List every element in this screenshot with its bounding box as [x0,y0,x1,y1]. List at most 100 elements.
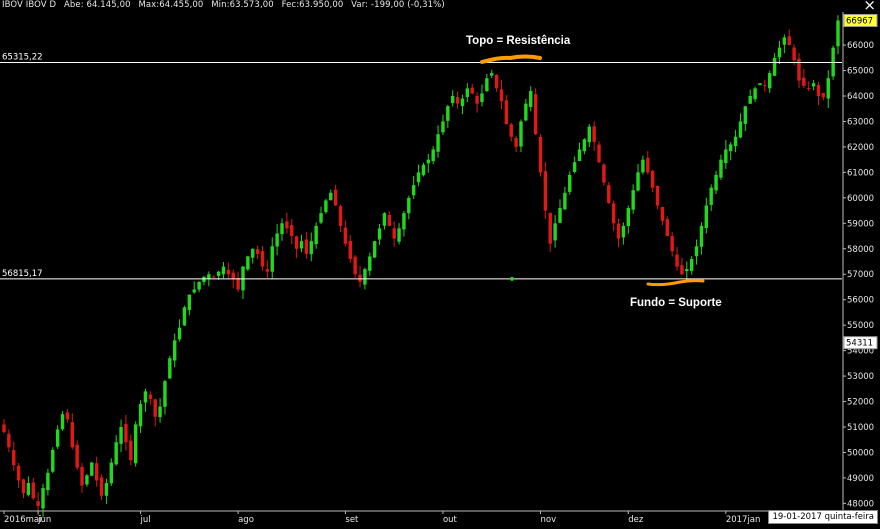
candle-body [519,121,523,147]
price-tick-label: 52000 [847,398,874,408]
candle-body [728,144,733,152]
candle-body [51,449,55,472]
candle-body [704,205,709,229]
candle-body [753,88,757,100]
candle-body [475,95,479,104]
resistance-value-label: 65315,22 [2,53,43,63]
candle-body [455,97,460,104]
candle-body [148,394,153,399]
candle-body [646,157,650,173]
candle-body [714,174,718,191]
candle-body [133,424,138,464]
time-tick-label: out [443,515,458,525]
candle-body [748,96,752,104]
price-tick-label: 55000 [847,321,874,331]
candle-body [187,294,192,311]
support-highlight [646,279,705,287]
candle-body [811,83,816,87]
price-tick-label: 60000 [847,194,874,204]
price-tick-label: 53000 [847,372,874,382]
candle-body [75,444,79,468]
candle-body [514,138,518,147]
last-price-label: 66967 [846,16,873,26]
cursor-price-label: 54311 [846,339,873,349]
candle-body [168,358,172,379]
close-icon[interactable]: × [863,0,876,14]
price-tick-label: 64000 [847,92,874,102]
candle-body [80,467,84,486]
candle-body [285,221,289,229]
time-tick-label: set [345,515,359,525]
candle-body [387,214,392,226]
candle-body [499,89,504,102]
time-tick-label: 2016mai [4,515,41,525]
candle-body [397,228,401,242]
candle-body [758,83,762,86]
price-tick-label: 49000 [847,474,874,484]
price-tick-label: 56000 [847,296,874,306]
candle-body [529,90,533,107]
candle-body [353,256,357,275]
price-tick-label: 59000 [847,219,874,229]
candle-body [436,134,440,152]
candle-body [382,213,387,226]
candle-body [99,477,104,496]
candle-body [231,272,235,280]
candle-body [265,269,270,272]
candle-body [548,212,552,244]
price-tick-label: 57000 [847,270,874,280]
candle-body [216,271,221,276]
resistance-highlight [480,54,542,64]
candle-body [124,423,128,443]
symbol-label: IBOV IBOV D [2,0,57,10]
candle-body [699,225,704,247]
candle-body [411,185,416,196]
candle-body [41,488,45,509]
candles [2,15,840,518]
candle-body [377,228,382,240]
candle-body [450,96,455,104]
candle-body [626,208,630,227]
candle-body [675,254,679,267]
price-tick-label: 58000 [847,245,874,255]
candle-body [177,327,182,340]
candle-body [558,208,562,223]
candle-body [343,227,348,244]
candle-body [7,433,11,448]
candle-body [738,121,743,138]
candle-body [212,276,216,278]
candle-body [416,172,421,183]
candle-body [446,106,450,121]
candle-body [465,88,470,97]
candle-body [607,185,611,203]
time-tick-label: dez [628,515,644,525]
cursor-price-box [843,336,878,350]
open-value: Abe: 64.145,00 [63,0,131,10]
date-readout: 19-01-2017 quinta-feira [768,510,878,524]
candle-body [572,162,577,172]
candle-body [314,225,318,245]
candle-body [407,197,411,214]
candle-body [782,37,787,45]
candle-body [329,192,333,201]
candle-body [724,149,728,163]
price-tick-label: 61000 [847,168,874,178]
candle-body [368,256,372,271]
time-axis: 2016maijunjulagosetoutnovdez2017janfev [0,510,843,525]
candle-body [70,422,74,448]
price-tick-label: 63000 [847,117,874,127]
candle-body [641,159,645,173]
price-axis: 48000 49000 50000 51000 52000 53000 54000 55000… [842,12,874,511]
candle-body [363,269,367,285]
candle-body [733,136,738,147]
candle-body [836,20,840,47]
candle-body [402,213,406,230]
candle-body [553,223,557,241]
candle-body [260,251,265,267]
candle-body [90,462,94,476]
candle-body [65,412,70,420]
candle-body [582,139,587,152]
candle-body [592,126,596,142]
candle-body [816,84,821,97]
